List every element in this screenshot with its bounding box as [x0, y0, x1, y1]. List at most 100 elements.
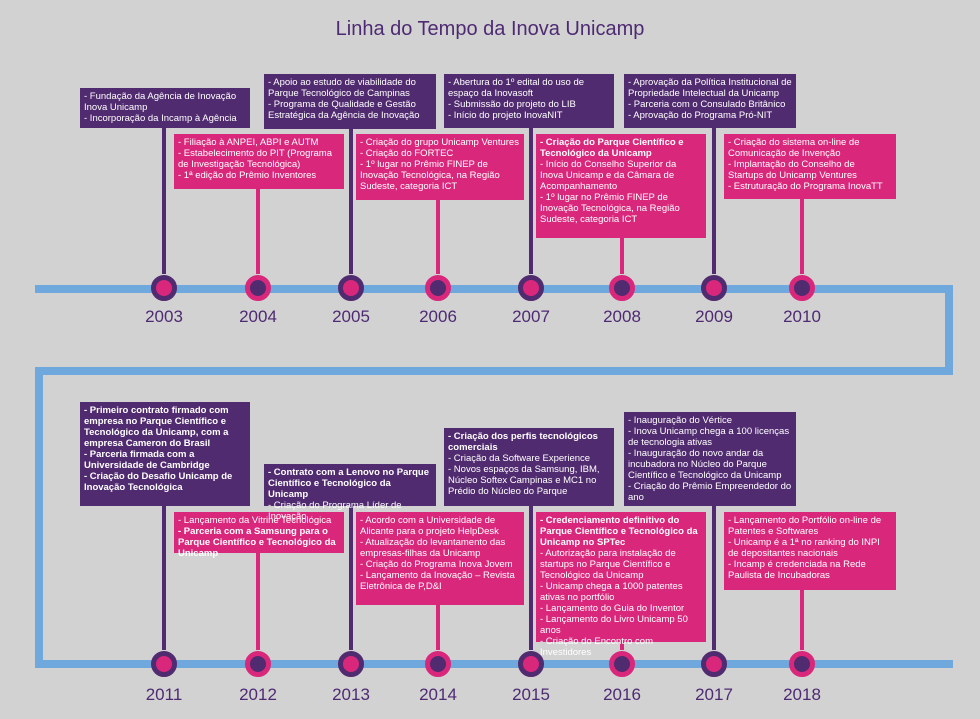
year-label-2014: 2014 — [419, 685, 457, 704]
stem-2013 — [349, 506, 353, 650]
event-item: - Credenciamento definitivo do Parque Ci… — [540, 515, 698, 548]
event-box-2009: - Aprovação da Política Institucional de… — [624, 74, 796, 128]
event-item: - Parceria com a Samsung para o Parque C… — [178, 526, 336, 559]
event-item: - Estabelecimento do PIT (Programa de In… — [178, 148, 333, 170]
event-box-2003: - Fundação da Agência de Inovação Inova … — [80, 88, 250, 128]
stem-2008 — [620, 238, 624, 274]
event-box-2008: - Criação do Parque Científico e Tecnoló… — [536, 134, 706, 238]
event-item: - Criação do Encontro com Investidores — [540, 636, 653, 658]
event-item: - Criação do FORTEC — [360, 148, 454, 159]
event-item: - Filiação à ANPEI, ABPI e AUTM — [178, 137, 319, 148]
event-item: - Criação do sistema on-line de Comunica… — [728, 137, 860, 159]
timeline-marker-2005 — [338, 275, 364, 301]
event-box-2005: - Apoio ao estudo de viabilidade do Parq… — [264, 74, 436, 129]
timeline-marker-2017 — [701, 651, 727, 677]
timeline-marker-2006 — [425, 275, 451, 301]
event-item: - Implantação do Conselho de Startups do… — [728, 159, 857, 181]
timeline-line-left-connector — [35, 367, 43, 668]
year-label-2009: 2009 — [695, 307, 733, 326]
timeline-marker-2012 — [245, 651, 271, 677]
stem-2017 — [712, 506, 716, 650]
timeline-marker-2015 — [518, 651, 544, 677]
event-box-2016: - Credenciamento definitivo do Parque Ci… — [536, 512, 706, 658]
event-box-2012: - Lançamento da Vitrine Tecnológica - Pa… — [174, 512, 344, 559]
timeline-marker-2009 — [701, 275, 727, 301]
timeline-line-bottom — [35, 660, 953, 668]
event-item: - Incamp é credenciada na Rede Paulista … — [728, 559, 866, 581]
timeline-marker-2014 — [425, 651, 451, 677]
stem-2012 — [256, 553, 260, 650]
year-label-2010: 2010 — [783, 307, 821, 326]
stem-2015 — [529, 506, 533, 650]
year-label-2004: 2004 — [239, 307, 277, 326]
event-item: - Lançamento da Inovação – Revista Eletr… — [360, 570, 515, 592]
event-item: - Lançamento da Vitrine Tecnológica — [178, 515, 332, 526]
event-item: - Apoio ao estudo de viabilidade do Parq… — [268, 77, 416, 99]
event-item: - Fundação da Agência de Inovação Inova … — [84, 91, 237, 113]
year-label-2016: 2016 — [603, 685, 641, 704]
event-box-2004: - Filiação à ANPEI, ABPI e AUTM - Estabe… — [174, 134, 344, 189]
year-label-2011: 2011 — [145, 685, 183, 704]
event-item: - Novos espaços da Samsung, IBM, Núcleo … — [448, 464, 600, 497]
stem-2018 — [800, 590, 804, 650]
year-label-2005: 2005 — [332, 307, 370, 326]
year-label-2017: 2017 — [695, 685, 733, 704]
year-label-2015: 2015 — [512, 685, 550, 704]
year-label-2012: 2012 — [239, 685, 277, 704]
timeline-marker-2018 — [789, 651, 815, 677]
stem-2007 — [529, 128, 533, 274]
event-box-2018: - Lançamento do Portfólio on-line de Pat… — [724, 512, 896, 590]
timeline-marker-2007 — [518, 275, 544, 301]
event-item: - Autorização para instalação de startup… — [540, 548, 676, 581]
event-box-2017: - Inauguração do Vértice - Inova Unicamp… — [624, 412, 796, 506]
event-item: - Lançamento do Portfólio on-line de Pat… — [728, 515, 882, 537]
stem-2009 — [712, 128, 716, 274]
timeline-marker-2013 — [338, 651, 364, 677]
event-item: - Aprovação da Política Institucional de… — [628, 77, 792, 99]
event-item: - Acordo com a Universidade de Alicante … — [360, 515, 499, 537]
event-item: - Estruturação do Programa InovaTT — [728, 181, 883, 192]
event-item: - Lançamento do Livro Unicamp 50 anos — [540, 614, 688, 636]
event-box-2011: - Primeiro contrato firmado com empresa … — [80, 402, 250, 506]
event-item: - Primeiro contrato firmado com empresa … — [84, 405, 229, 449]
event-item: - Contrato com a Lenovo no Parque Cientí… — [268, 467, 429, 500]
event-item: - Aprovação do Programa Pró-NIT — [628, 110, 773, 121]
event-item: - Unicamp chega a 1000 patentes ativas n… — [540, 581, 683, 603]
timeline-marker-2004 — [245, 275, 271, 301]
stem-2003 — [162, 128, 166, 274]
event-item: - 1º lugar no Prêmio FINEP de Inovação T… — [360, 159, 500, 192]
stem-2016 — [620, 642, 624, 650]
timeline-line-middle — [35, 367, 953, 375]
timeline-line-top — [35, 285, 953, 293]
event-item: - Programa de Qualidade e Gestão Estraté… — [268, 99, 420, 121]
timeline-marker-2010 — [789, 275, 815, 301]
event-item: - Início do projeto InovaNIT — [448, 110, 563, 121]
stem-2011 — [162, 506, 166, 650]
event-item: - Criação do Parque Científico e Tecnoló… — [540, 137, 684, 159]
event-item: - Início do Conselho Superior da Inova U… — [540, 159, 677, 192]
event-item: - Unicamp é a 1ª no ranking do INPI de d… — [728, 537, 880, 559]
year-label-2006: 2006 — [419, 307, 457, 326]
event-item: - Criação do Programa Líder de Inovação — [268, 500, 402, 522]
timeline-marker-2016 — [609, 651, 635, 677]
event-item: - Criação da Software Experience — [448, 453, 591, 464]
event-item: - Submissão do projeto do LIB — [448, 99, 576, 110]
year-label-2007: 2007 — [512, 307, 550, 326]
timeline-line-right-connector — [945, 285, 953, 375]
event-box-2007: - Abertura do 1º edital do uso de espaço… — [444, 74, 614, 128]
event-item: - 1ª edição do Prêmio Inventores — [178, 170, 317, 181]
page-title: Linha do Tempo da Inova Unicamp — [335, 18, 645, 40]
event-box-2015: - Criação dos perfis tecnológicos comerc… — [444, 428, 614, 506]
year-label-2018: 2018 — [783, 685, 821, 704]
event-item: - Criação dos perfis tecnológicos comerc… — [448, 431, 598, 453]
event-item: - Criação do Prêmio Empreendedor do ano — [628, 481, 792, 503]
event-item: - Incorporação da Incamp à Agência — [84, 113, 237, 124]
event-item: - Inauguração do Vértice — [628, 415, 733, 426]
stem-2010 — [800, 199, 804, 274]
event-item: - Criação do Programa Inova Jovem — [360, 559, 513, 570]
event-item: - Inauguração do novo andar da incubador… — [628, 448, 782, 481]
timeline-marker-2003 — [151, 275, 177, 301]
stem-2005 — [349, 129, 353, 274]
event-item: - Abertura do 1º edital do uso de espaço… — [448, 77, 585, 99]
timeline-marker-2011 — [151, 651, 177, 677]
